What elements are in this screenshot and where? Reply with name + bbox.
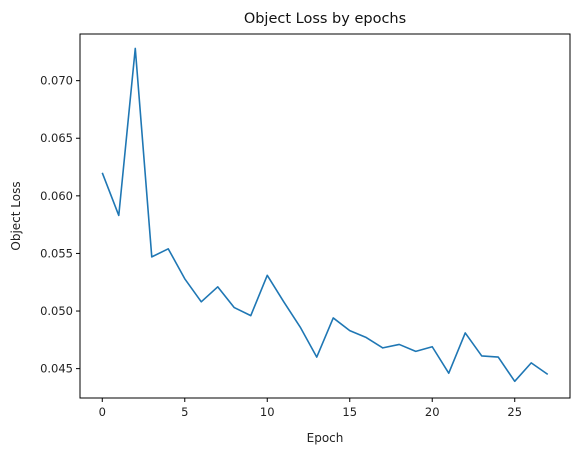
- y-tick-label: 0.045: [40, 362, 73, 376]
- plot-frame: [79, 33, 571, 399]
- y-tick-label: 0.070: [40, 74, 73, 88]
- y-tick-label: 0.065: [40, 131, 73, 145]
- x-tick-label: 10: [260, 405, 275, 419]
- x-tick-label: 0: [99, 405, 106, 419]
- x-axis-ticks: 0 5 10 15 20 25: [99, 398, 522, 419]
- chart-title: Object Loss by epochs: [244, 11, 406, 27]
- x-tick-label: 15: [342, 405, 357, 419]
- x-axis-label: Epoch: [307, 431, 344, 445]
- x-tick-label: 5: [181, 405, 188, 419]
- series-line: [101, 47, 549, 383]
- y-axis-label: Object Loss: [9, 181, 23, 250]
- x-tick-label: 20: [425, 405, 440, 419]
- y-tick-label: 0.060: [40, 189, 73, 203]
- series-layer: [101, 47, 549, 383]
- x-tick-label: 25: [507, 405, 522, 419]
- y-tick-label: 0.050: [40, 304, 73, 318]
- y-tick-label: 0.055: [40, 246, 73, 260]
- y-axis-ticks: 0.045 0.050 0.055 0.060 0.065 0.070: [40, 74, 80, 376]
